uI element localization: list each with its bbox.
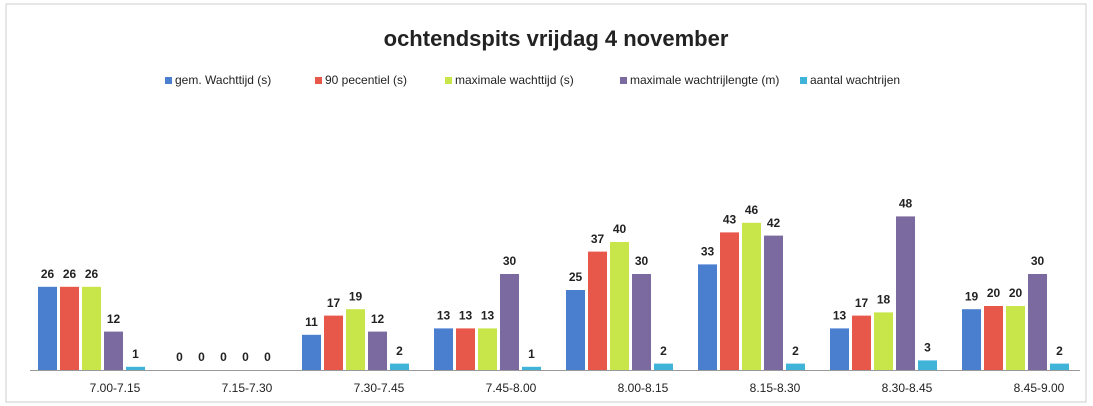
data-label: 0	[264, 350, 271, 364]
bar	[126, 366, 145, 370]
bar	[302, 334, 321, 370]
bar	[918, 360, 937, 370]
legend-label: 90 pecentiel (s)	[325, 73, 407, 87]
x-tick-label: 7.15-7.30	[222, 381, 273, 395]
data-label: 33	[701, 245, 715, 259]
bar	[104, 331, 123, 370]
bar	[60, 286, 79, 370]
bar	[478, 328, 497, 370]
data-label: 13	[481, 309, 495, 323]
legend-swatch	[445, 77, 452, 84]
data-label: 26	[41, 267, 55, 281]
x-tick-label: 8.45-9.00	[1014, 381, 1065, 395]
bar	[390, 363, 409, 370]
data-label: 26	[85, 267, 99, 281]
x-tick-label: 7.45-8.00	[486, 381, 537, 395]
legend-label: maximale wachttijd (s)	[455, 73, 574, 87]
bar	[962, 309, 981, 370]
legend-label: gem. Wachttijd (s)	[175, 73, 271, 87]
data-label: 18	[877, 293, 891, 307]
data-label: 1	[132, 347, 139, 361]
bar	[434, 328, 453, 370]
data-label: 48	[899, 197, 913, 211]
x-tick-label: 8.00-8.15	[618, 381, 669, 395]
data-label: 25	[569, 270, 583, 284]
data-label: 2	[1056, 344, 1063, 358]
bar	[852, 315, 871, 370]
data-label: 0	[198, 350, 205, 364]
data-label: 19	[965, 289, 979, 303]
chart-title: ochtendspits vrijdag 4 november	[384, 26, 729, 51]
data-label: 2	[792, 344, 799, 358]
data-label: 3	[924, 341, 931, 355]
bar	[764, 235, 783, 370]
data-label: 20	[987, 286, 1001, 300]
data-label: 17	[327, 296, 341, 310]
bar	[38, 286, 57, 370]
legend-swatch	[620, 77, 627, 84]
data-label: 43	[723, 213, 737, 227]
data-label: 11	[305, 315, 318, 329]
data-label: 30	[503, 254, 517, 268]
bar	[654, 363, 673, 370]
data-label: 0	[176, 350, 183, 364]
bar	[82, 286, 101, 370]
bar	[588, 251, 607, 370]
data-label: 0	[242, 350, 249, 364]
bar	[874, 312, 893, 370]
data-label: 12	[107, 312, 121, 326]
data-label: 2	[396, 344, 403, 358]
data-label: 2	[660, 344, 667, 358]
bar	[610, 242, 629, 370]
data-label: 40	[613, 222, 627, 236]
x-tick-label: 8.15-8.30	[750, 381, 801, 395]
data-label: 13	[459, 309, 473, 323]
bar	[324, 315, 343, 370]
bar	[1028, 274, 1047, 370]
legend-swatch	[165, 77, 172, 84]
data-label: 42	[767, 216, 781, 230]
data-label: 0	[220, 350, 227, 364]
legend-label: maximale wachtrijlengte (m)	[630, 73, 779, 87]
data-label: 12	[371, 312, 385, 326]
bar	[346, 309, 365, 370]
bar	[456, 328, 475, 370]
bar	[632, 274, 651, 370]
bar	[1006, 306, 1025, 370]
bar	[698, 264, 717, 370]
data-label: 13	[833, 309, 847, 323]
data-label: 30	[1031, 254, 1045, 268]
data-label: 30	[635, 254, 649, 268]
bar	[566, 290, 585, 370]
data-label: 17	[855, 296, 869, 310]
x-tick-label: 8.30-8.45	[882, 381, 933, 395]
bar	[984, 306, 1003, 370]
data-label: 46	[745, 203, 759, 217]
bar	[742, 222, 761, 370]
data-label: 1	[528, 347, 535, 361]
bar	[1050, 363, 1069, 370]
data-label: 20	[1009, 286, 1023, 300]
data-label: 13	[437, 309, 451, 323]
bar	[720, 232, 739, 370]
legend-label: aantal wachtrijen	[810, 73, 900, 87]
bar	[786, 363, 805, 370]
data-label: 26	[63, 267, 77, 281]
bar	[522, 366, 541, 370]
bar	[830, 328, 849, 370]
x-tick-label: 7.00-7.15	[90, 381, 141, 395]
bar	[500, 274, 519, 370]
data-label: 37	[591, 232, 605, 246]
data-label: 19	[349, 289, 363, 303]
x-tick-label: 7.30-7.45	[354, 381, 405, 395]
legend-swatch	[800, 77, 807, 84]
bar	[896, 216, 915, 370]
bar	[368, 331, 387, 370]
legend-swatch	[315, 77, 322, 84]
